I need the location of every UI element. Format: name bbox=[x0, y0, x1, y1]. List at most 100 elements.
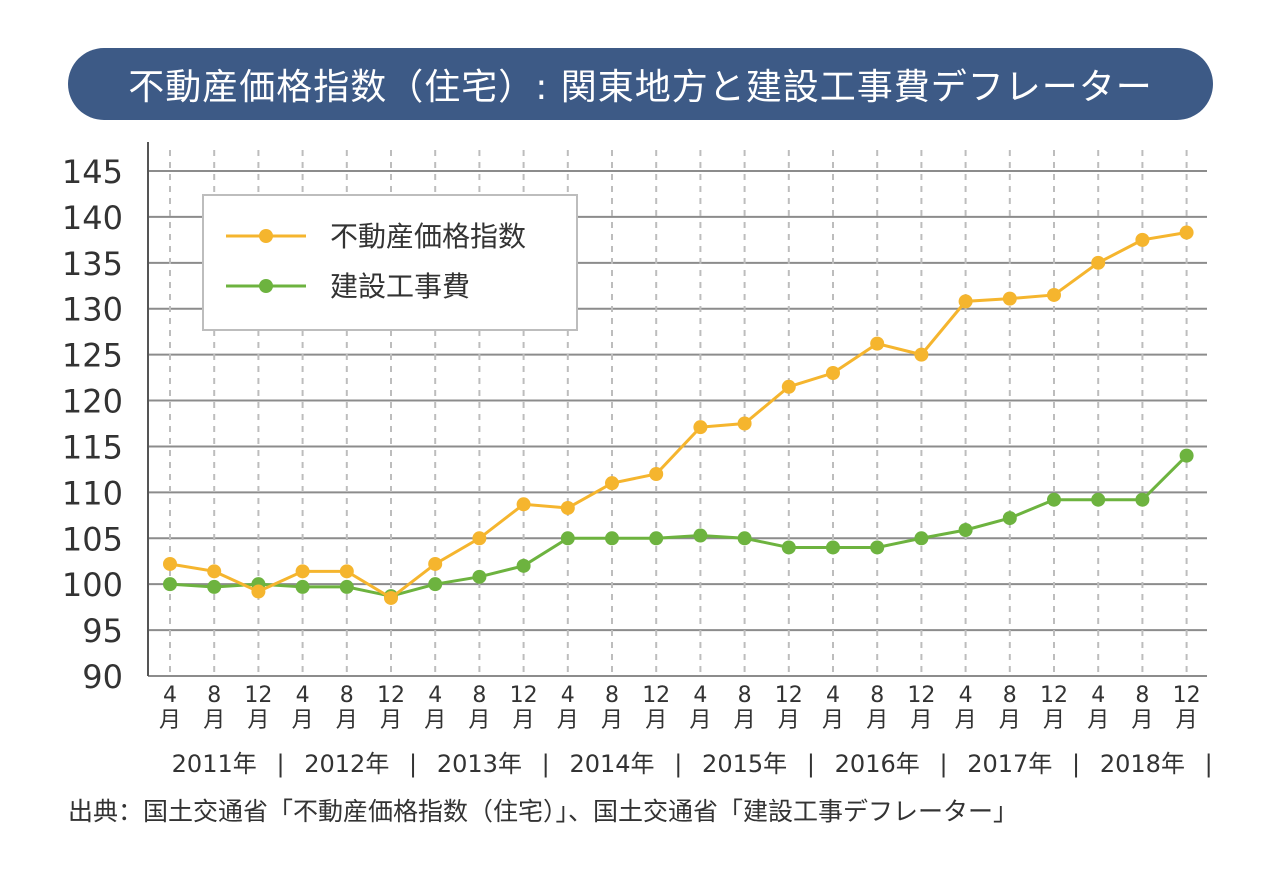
x-year-separator: | bbox=[1205, 750, 1213, 778]
data-point-series-1 bbox=[737, 531, 752, 546]
data-point-series-1 bbox=[207, 579, 222, 594]
x-tick-month-suffix: 月 bbox=[910, 708, 932, 733]
data-point-series-0 bbox=[251, 584, 266, 599]
data-point-series-0 bbox=[560, 500, 575, 515]
data-point-series-0 bbox=[207, 564, 222, 579]
data-point-series-0 bbox=[295, 564, 310, 579]
source-note: 出典：国土交通省「不動産価格指数（住宅）」、国土交通省「建設工事デフレーター」 bbox=[68, 797, 1019, 826]
series-line-1 bbox=[169, 454, 1188, 598]
data-point-series-0 bbox=[737, 416, 752, 431]
chart-title: 不動産価格指数（住宅）: 関東地方と建設工事費デフレーター bbox=[128, 67, 1153, 108]
x-tick-month-suffix: 月 bbox=[1087, 708, 1109, 733]
series-line-0 bbox=[169, 231, 1187, 600]
x-tick-month-suffix: 月 bbox=[424, 708, 446, 733]
data-point-series-1 bbox=[781, 540, 796, 555]
data-point-series-0 bbox=[1091, 255, 1106, 270]
x-tick-month-number: 12 bbox=[1173, 683, 1201, 708]
x-tick-month-suffix: 月 bbox=[292, 708, 314, 733]
x-tick-month-suffix: 月 bbox=[866, 708, 888, 733]
x-tick-month-number: 12 bbox=[775, 683, 803, 708]
x-tick-month-number: 12 bbox=[244, 683, 272, 708]
y-tick-label: 110 bbox=[62, 474, 123, 512]
y-tick-label: 100 bbox=[62, 566, 123, 604]
y-tick-label: 125 bbox=[62, 337, 123, 375]
x-tick-month-number: 12 bbox=[1040, 683, 1068, 708]
x-tick-month-suffix: 月 bbox=[601, 708, 623, 733]
x-tick-month-suffix: 月 bbox=[468, 708, 490, 733]
data-point-series-0 bbox=[428, 556, 443, 571]
data-point-series-0 bbox=[914, 347, 929, 362]
data-point-series-1 bbox=[1002, 511, 1017, 526]
data-point-series-0 bbox=[870, 336, 885, 351]
data-point-series-1 bbox=[870, 540, 885, 555]
data-point-series-1 bbox=[295, 579, 310, 594]
x-tick-month-number: 8 bbox=[605, 683, 619, 708]
x-tick-month-suffix: 月 bbox=[380, 708, 402, 733]
x-year-label: 2017年 bbox=[967, 750, 1052, 778]
x-year-separator: | bbox=[542, 750, 550, 778]
data-point-series-1 bbox=[1179, 448, 1194, 463]
data-point-series-1 bbox=[649, 531, 664, 546]
x-year-separator: | bbox=[807, 750, 815, 778]
x-tick-month-suffix: 月 bbox=[1176, 708, 1198, 733]
data-point-series-0 bbox=[472, 531, 487, 546]
data-point-series-0 bbox=[1002, 291, 1017, 306]
data-point-series-0 bbox=[649, 467, 664, 481]
x-year-separator: | bbox=[1072, 750, 1080, 778]
data-point-series-1 bbox=[1047, 492, 1061, 507]
x-tick-month-number: 4 bbox=[826, 683, 840, 708]
x-year-separator: | bbox=[276, 750, 284, 778]
x-year-separator: | bbox=[409, 750, 417, 778]
x-tick-month-number: 8 bbox=[738, 683, 752, 708]
data-point-series-1 bbox=[339, 579, 354, 594]
x-year-separator: | bbox=[939, 750, 947, 778]
data-point-series-0 bbox=[384, 590, 398, 605]
data-point-series-0 bbox=[1135, 232, 1150, 247]
x-year-label: 2012年 bbox=[304, 750, 389, 778]
data-point-series-1 bbox=[958, 523, 973, 538]
x-tick-month-suffix: 月 bbox=[999, 708, 1021, 733]
data-point-series-1 bbox=[163, 577, 177, 592]
legend-label: 不動産価格指数 bbox=[330, 220, 526, 253]
x-tick-month-number: 4 bbox=[693, 683, 707, 708]
data-point-series-1 bbox=[428, 577, 443, 592]
y-tick-label: 130 bbox=[62, 291, 123, 329]
data-point-series-0 bbox=[605, 476, 619, 491]
x-tick-month-suffix: 月 bbox=[822, 708, 844, 733]
data-point-series-1 bbox=[826, 540, 840, 555]
data-point-series-0 bbox=[958, 294, 973, 309]
data-point-series-0 bbox=[781, 379, 796, 394]
x-tick-month-suffix: 月 bbox=[336, 708, 358, 733]
data-point-series-1 bbox=[693, 528, 708, 543]
x-tick-month-number: 8 bbox=[1003, 683, 1017, 708]
data-point-series-1 bbox=[1091, 492, 1106, 507]
x-tick-month-number: 8 bbox=[207, 683, 221, 708]
x-tick-month-number: 4 bbox=[428, 683, 442, 708]
data-point-series-1 bbox=[605, 531, 619, 546]
x-tick-month-suffix: 月 bbox=[734, 708, 756, 733]
x-tick-month-suffix: 月 bbox=[1131, 708, 1153, 733]
x-tick-month-suffix: 月 bbox=[159, 708, 181, 733]
x-year-label: 2014年 bbox=[569, 750, 654, 778]
x-year-separator: | bbox=[674, 750, 682, 778]
data-point-series-0 bbox=[163, 556, 177, 571]
x-tick-month-suffix: 月 bbox=[247, 708, 269, 733]
data-point-series-0 bbox=[1047, 287, 1061, 302]
data-point-series-0 bbox=[1179, 225, 1194, 240]
data-point-series-1 bbox=[516, 558, 531, 573]
data-point-series-0 bbox=[693, 420, 708, 435]
x-tick-month-suffix: 月 bbox=[645, 708, 667, 733]
x-tick-month-number: 8 bbox=[472, 683, 486, 708]
y-tick-label: 115 bbox=[62, 428, 123, 466]
x-tick-month-suffix: 月 bbox=[203, 708, 225, 733]
legend-box bbox=[202, 194, 578, 331]
y-tick-label: 120 bbox=[62, 383, 123, 421]
x-tick-month-number: 8 bbox=[870, 683, 884, 708]
x-year-label: 2013年 bbox=[437, 750, 522, 778]
x-tick-month-number: 4 bbox=[296, 683, 310, 708]
x-tick-month-suffix: 月 bbox=[689, 708, 711, 733]
chart-title-banner: 不動産価格指数（住宅）: 関東地方と建設工事費デフレーター bbox=[68, 48, 1213, 120]
x-tick-month-number: 4 bbox=[163, 683, 177, 708]
x-year-label: 2011年 bbox=[172, 750, 257, 778]
